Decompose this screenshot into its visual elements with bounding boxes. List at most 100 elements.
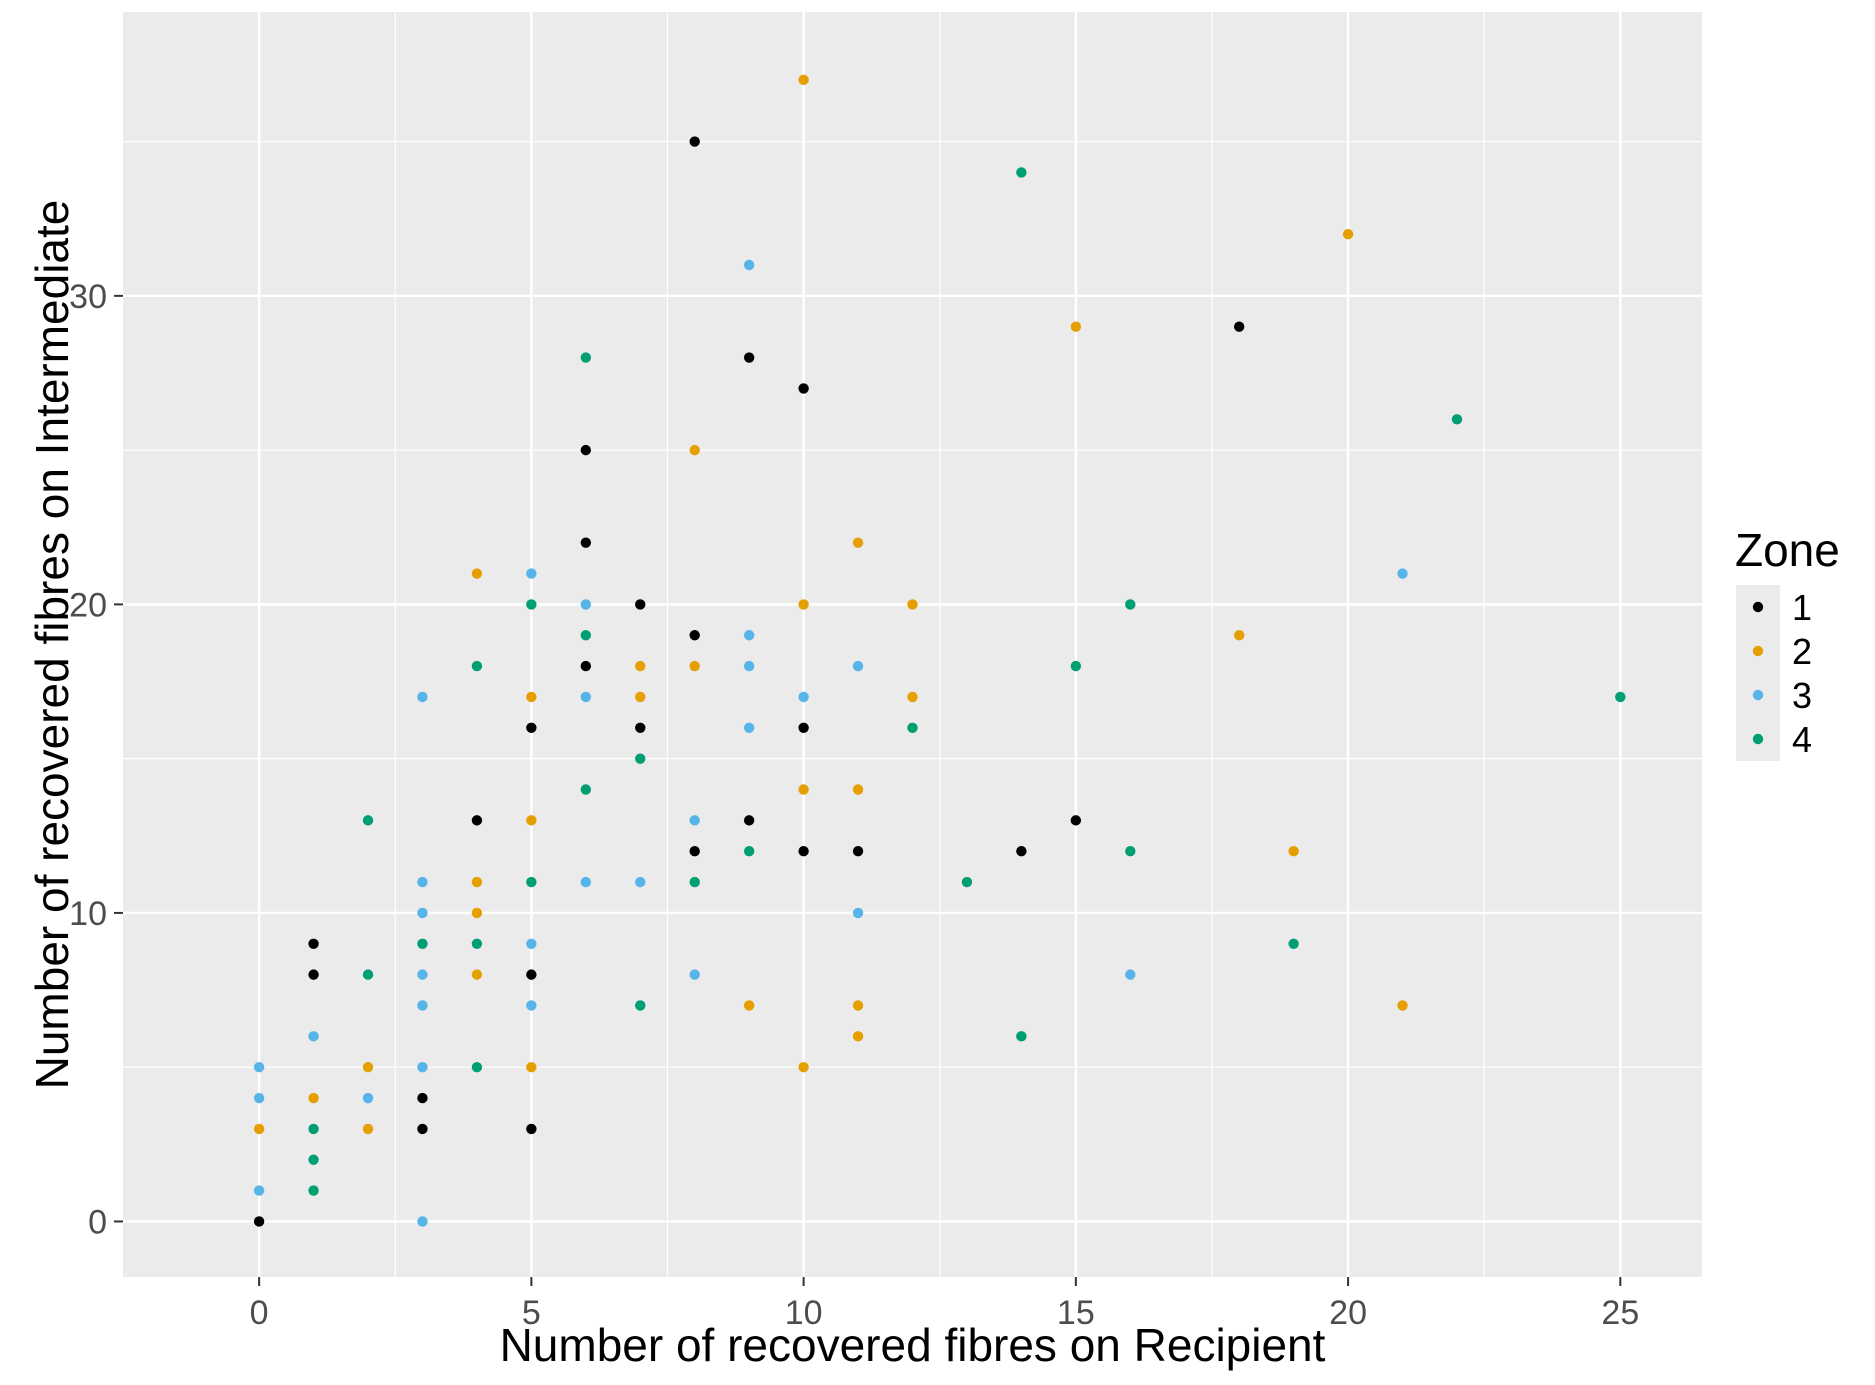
- data-point-zone-2: [471, 907, 483, 919]
- data-point-zone-2: [689, 444, 700, 456]
- data-point-zone-2: [798, 784, 809, 795]
- data-point-zone-2: [362, 1123, 374, 1135]
- data-point-zone-3: [417, 907, 428, 919]
- data-point-zone-3: [417, 691, 428, 703]
- data-point-zone-1: [852, 846, 864, 857]
- data-point-zone-3: [1397, 568, 1408, 579]
- data-point-zone-2: [308, 1092, 319, 1104]
- legend-title: Zone: [1735, 524, 1840, 576]
- data-point-zone-4: [907, 722, 918, 734]
- data-point-zone-3: [743, 630, 755, 641]
- data-point-zone-4: [1288, 938, 1299, 949]
- data-point-zone-1: [743, 352, 755, 363]
- data-point-zone-4: [580, 784, 592, 795]
- y-tick-label: 20: [69, 586, 107, 624]
- data-point-zone-3: [362, 1092, 374, 1104]
- x-tick-label: 5: [522, 1294, 541, 1332]
- data-point-zone-2: [253, 1123, 265, 1135]
- legend-key-zone-4: [1752, 733, 1764, 745]
- legend-label-zone-1: 1: [1792, 587, 1812, 628]
- data-point-zone-1: [526, 969, 537, 980]
- data-point-zone-1: [1016, 846, 1027, 857]
- data-point-zone-1: [798, 846, 809, 857]
- data-point-zone-2: [1288, 846, 1299, 857]
- data-point-zone-4: [526, 876, 537, 888]
- data-point-zone-4: [308, 1185, 319, 1196]
- data-point-zone-3: [526, 938, 537, 949]
- data-point-zone-3: [852, 660, 864, 672]
- x-tick-label: 10: [785, 1294, 823, 1332]
- data-point-zone-3: [743, 660, 755, 672]
- data-point-zone-4: [1070, 660, 1082, 672]
- data-point-zone-3: [417, 1000, 428, 1011]
- minor-gridlines: [123, 12, 1702, 1277]
- data-point-zone-2: [1342, 228, 1354, 240]
- data-point-zone-4: [526, 599, 537, 610]
- data-point-zone-4: [743, 846, 755, 857]
- y-tick-label: 10: [69, 895, 107, 933]
- x-tick-label: 20: [1329, 1294, 1367, 1332]
- data-point-zone-1: [580, 537, 592, 548]
- legend-label-zone-2: 2: [1792, 631, 1812, 672]
- data-point-zone-3: [580, 599, 592, 610]
- data-point-zone-2: [471, 969, 483, 980]
- data-point-zone-4: [417, 938, 428, 949]
- data-point-zone-2: [471, 876, 483, 888]
- x-tick-label: 25: [1601, 1294, 1639, 1332]
- x-axis: 0 5 10 15 20 25: [250, 1277, 1639, 1332]
- data-point-zone-1: [635, 599, 646, 610]
- data-point-zone-2: [743, 1000, 755, 1011]
- data-point-zone-2: [635, 691, 646, 703]
- data-point-zone-4: [1125, 599, 1136, 610]
- x-tick-label: 15: [1057, 1294, 1095, 1332]
- data-point-zone-3: [417, 1061, 428, 1073]
- data-point-zone-3: [852, 907, 864, 919]
- data-point-zone-1: [798, 722, 809, 734]
- data-point-zone-3: [1125, 969, 1136, 980]
- legend-label-zone-4: 4: [1792, 719, 1812, 760]
- data-point-zone-2: [798, 74, 809, 86]
- data-point-zone-1: [689, 846, 700, 857]
- data-point-zone-3: [417, 1216, 428, 1227]
- data-point-zone-2: [362, 1061, 374, 1073]
- data-point-zone-2: [852, 1000, 864, 1011]
- data-point-zone-3: [253, 1061, 265, 1073]
- data-point-zone-1: [689, 136, 700, 147]
- data-point-zone-1: [689, 630, 700, 641]
- data-point-zone-3: [580, 691, 592, 703]
- data-point-zone-3: [635, 876, 646, 888]
- data-point-zone-1: [1070, 815, 1082, 826]
- data-point-zone-1: [308, 969, 319, 980]
- data-point-zone-1: [526, 1123, 537, 1135]
- data-point-zone-2: [1397, 1000, 1408, 1011]
- data-point-zone-2: [526, 691, 537, 703]
- legend-key-zone-1: [1752, 601, 1764, 613]
- data-point-zone-2: [852, 784, 864, 795]
- data-point-zone-2: [1233, 630, 1245, 641]
- data-point-zone-4: [635, 753, 646, 764]
- data-point-zone-4: [1016, 1031, 1027, 1042]
- data-point-zone-2: [798, 1061, 809, 1073]
- data-point-zone-3: [743, 722, 755, 734]
- data-point-zone-4: [580, 630, 592, 641]
- data-point-zone-1: [580, 444, 592, 456]
- data-point-zone-3: [308, 1031, 319, 1042]
- data-point-zone-3: [689, 969, 700, 980]
- data-points: [253, 74, 1626, 1227]
- y-axis: 0 10 20 30: [69, 278, 123, 1241]
- data-point-zone-2: [907, 691, 918, 703]
- data-point-zone-4: [961, 876, 973, 888]
- data-point-zone-3: [417, 969, 428, 980]
- data-point-zone-2: [852, 537, 864, 548]
- legend-key-background: [1736, 585, 1780, 761]
- data-point-zone-4: [362, 815, 374, 826]
- data-point-zone-4: [362, 969, 374, 980]
- data-point-zone-4: [689, 876, 700, 888]
- data-point-zone-4: [471, 1061, 483, 1073]
- data-point-zone-1: [798, 383, 809, 394]
- legend-label-zone-3: 3: [1792, 675, 1812, 716]
- data-point-zone-2: [471, 568, 483, 579]
- data-point-zone-3: [743, 259, 755, 271]
- data-point-zone-4: [580, 352, 592, 363]
